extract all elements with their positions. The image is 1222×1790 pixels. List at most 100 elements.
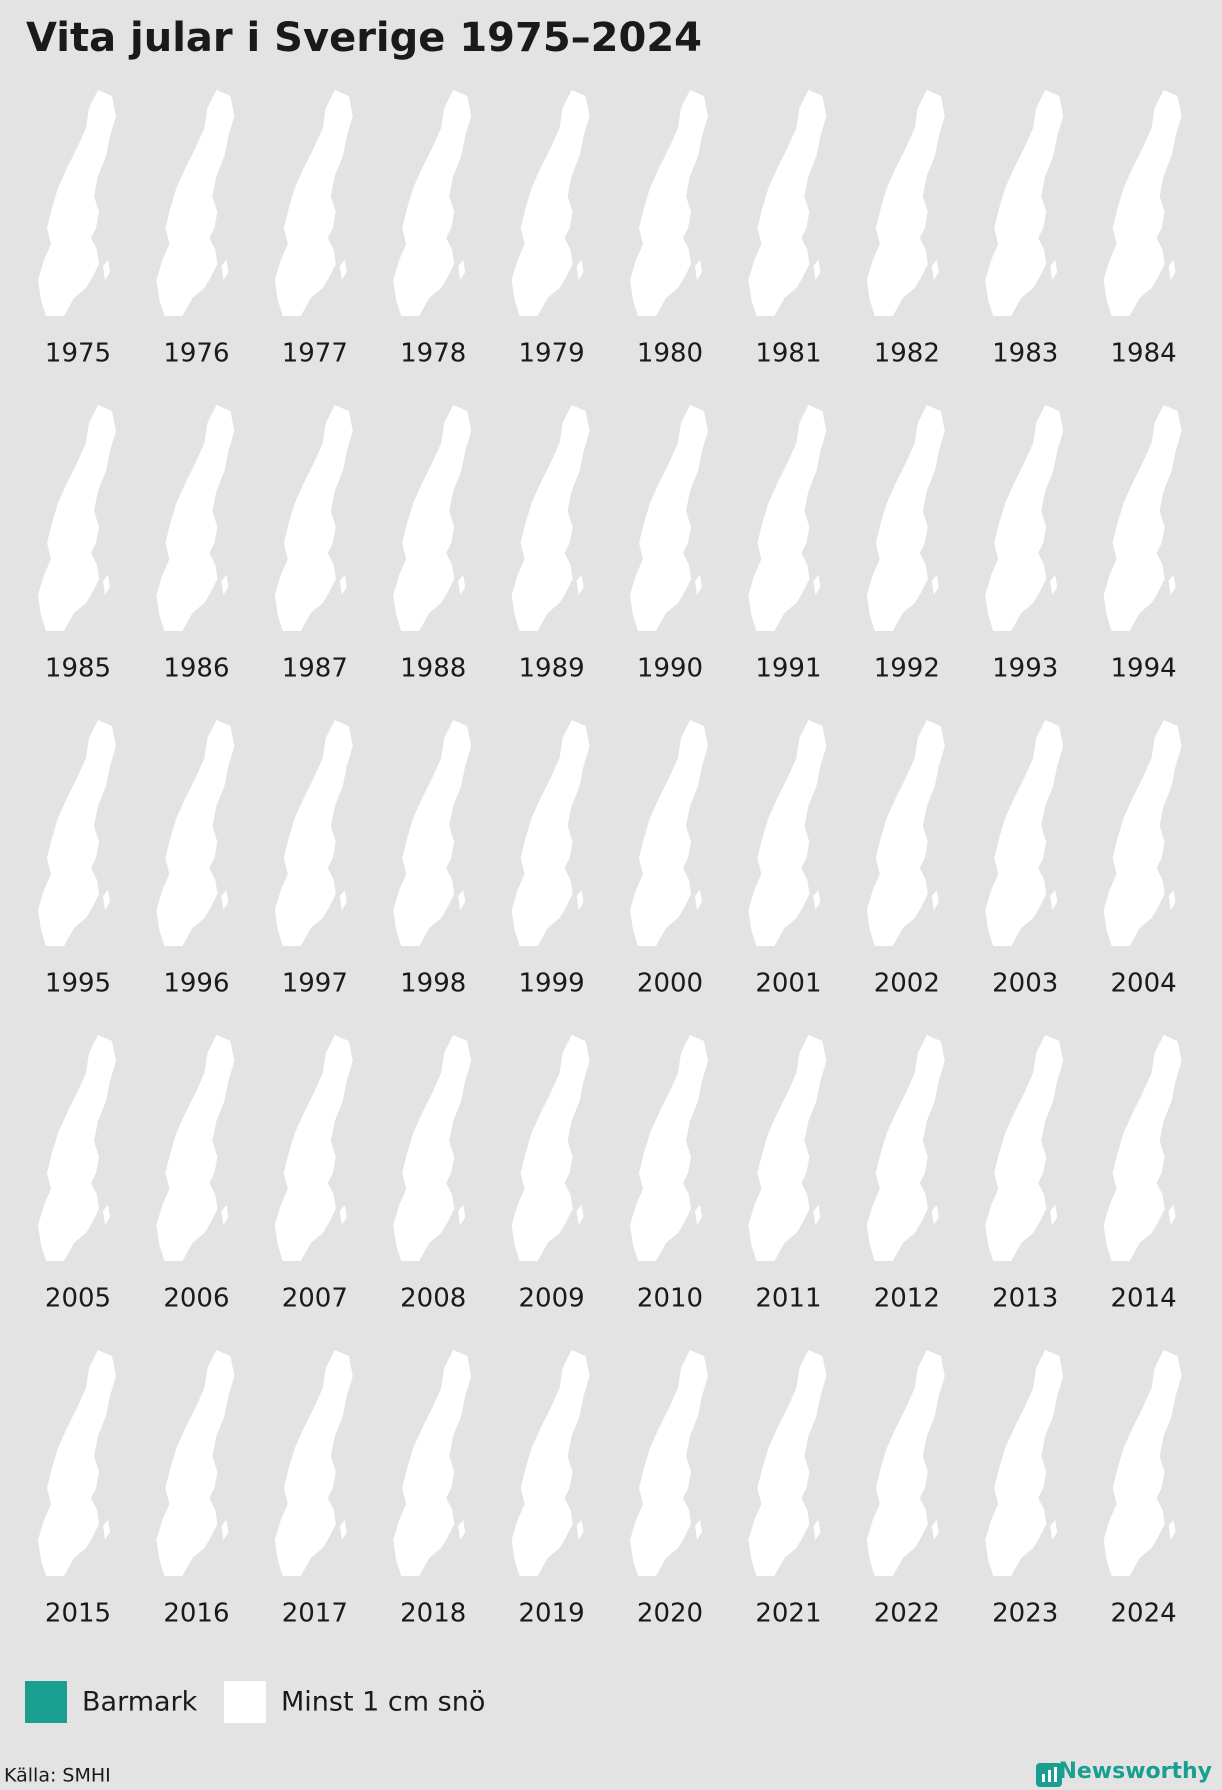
year-label: 2005 bbox=[45, 1284, 111, 1314]
year-label: 2003 bbox=[992, 969, 1058, 999]
sweden-map bbox=[748, 405, 827, 631]
legend-swatch bbox=[224, 1681, 266, 1723]
sweden-map bbox=[985, 405, 1064, 631]
sweden-map bbox=[985, 720, 1064, 946]
year-label: 1995 bbox=[45, 969, 111, 999]
sweden-map bbox=[156, 720, 235, 946]
year-label: 1987 bbox=[282, 654, 348, 684]
year-label: 1996 bbox=[163, 969, 229, 999]
sweden-map bbox=[1103, 1035, 1182, 1261]
sweden-map bbox=[748, 90, 827, 316]
year-label: 2008 bbox=[400, 1284, 466, 1314]
sweden-map bbox=[156, 1350, 235, 1576]
year-label: 2024 bbox=[1111, 1599, 1177, 1629]
sweden-map bbox=[38, 1035, 116, 1261]
sweden-map bbox=[156, 1035, 235, 1261]
brand-icon-bar bbox=[1054, 1767, 1057, 1782]
sweden-map bbox=[630, 720, 708, 946]
year-label: 2004 bbox=[1111, 969, 1177, 999]
sweden-map bbox=[985, 90, 1064, 316]
year-label: 2018 bbox=[400, 1599, 466, 1629]
year-label: 2020 bbox=[637, 1599, 703, 1629]
legend: Barmark Minst 1 cm snö bbox=[25, 1681, 485, 1723]
sweden-map bbox=[866, 90, 945, 316]
year-label: 2012 bbox=[874, 1284, 940, 1314]
sweden-map bbox=[866, 405, 945, 631]
sweden-map bbox=[393, 90, 472, 316]
year-label: 1994 bbox=[1111, 654, 1177, 684]
brand: Newsworthy bbox=[1058, 1759, 1212, 1784]
legend-swatch bbox=[25, 1681, 67, 1723]
sweden-map bbox=[511, 1035, 590, 1261]
year-label: 1981 bbox=[755, 339, 821, 369]
sweden-map bbox=[393, 405, 472, 631]
title: Vita jular i Sverige 1975–2024 bbox=[26, 15, 702, 61]
year-label: 1991 bbox=[755, 654, 821, 684]
brand-logo: Newsworthy bbox=[1036, 1759, 1212, 1787]
sweden-map bbox=[393, 1035, 472, 1261]
sweden-map bbox=[511, 720, 590, 946]
year-label: 2000 bbox=[637, 969, 703, 999]
sweden-map bbox=[630, 1350, 708, 1576]
year-label: 1983 bbox=[992, 339, 1058, 369]
sweden-map bbox=[393, 1350, 472, 1576]
year-label: 2023 bbox=[992, 1599, 1058, 1629]
year-label: 2021 bbox=[755, 1599, 821, 1629]
sweden-map bbox=[1103, 405, 1182, 631]
year-label: 1988 bbox=[400, 654, 466, 684]
year-label: 2014 bbox=[1111, 1284, 1177, 1314]
sweden-map bbox=[511, 405, 590, 631]
year-label: 1980 bbox=[637, 339, 703, 369]
year-label: 1977 bbox=[282, 339, 348, 369]
source: Källa: SMHI bbox=[4, 1765, 111, 1787]
sweden-map bbox=[156, 90, 235, 316]
sweden-map bbox=[38, 1350, 116, 1576]
sweden-map bbox=[274, 1350, 353, 1576]
year-label: 2007 bbox=[282, 1284, 348, 1314]
year-label: 2016 bbox=[163, 1599, 229, 1629]
sweden-map bbox=[38, 90, 116, 316]
year-label: 1998 bbox=[400, 969, 466, 999]
sweden-map bbox=[1103, 720, 1182, 946]
sweden-map bbox=[156, 405, 235, 631]
year-label: 2010 bbox=[637, 1284, 703, 1314]
year-label: 2009 bbox=[519, 1284, 585, 1314]
year-label: 1993 bbox=[992, 654, 1058, 684]
brand-icon-bar bbox=[1048, 1770, 1051, 1782]
sweden-map bbox=[866, 1035, 945, 1261]
sweden-map bbox=[274, 1035, 353, 1261]
map-grid: 1975 1976 1977 1978 1979 1980 1981 1982 1983 1984… bbox=[38, 90, 1182, 1629]
year-label: 1975 bbox=[45, 339, 111, 369]
sweden-map bbox=[274, 90, 353, 316]
year-label: 1986 bbox=[163, 654, 229, 684]
sweden-map bbox=[630, 90, 708, 316]
sweden-map bbox=[38, 720, 116, 946]
year-label: 2019 bbox=[519, 1599, 585, 1629]
year-label: 1992 bbox=[874, 654, 940, 684]
year-label: 1990 bbox=[637, 654, 703, 684]
legend-label: Minst 1 cm snö bbox=[281, 1687, 485, 1718]
year-label: 2022 bbox=[874, 1599, 940, 1629]
sweden-map bbox=[38, 405, 116, 631]
sweden-map bbox=[985, 1350, 1064, 1576]
year-label: 2013 bbox=[992, 1284, 1058, 1314]
sweden-map bbox=[866, 720, 945, 946]
sweden-map bbox=[274, 405, 353, 631]
year-label: 2017 bbox=[282, 1599, 348, 1629]
year-label: 1989 bbox=[519, 654, 585, 684]
sweden-map bbox=[985, 1035, 1064, 1261]
sweden-map bbox=[1103, 90, 1182, 316]
year-label: 1997 bbox=[282, 969, 348, 999]
year-label: 1984 bbox=[1111, 339, 1177, 369]
year-label: 2015 bbox=[45, 1599, 111, 1629]
brand-icon-bar bbox=[1042, 1774, 1045, 1782]
sweden-map bbox=[630, 1035, 708, 1261]
year-label: 1976 bbox=[163, 339, 229, 369]
sweden-map bbox=[630, 405, 708, 631]
sweden-map bbox=[748, 720, 827, 946]
year-label: 1999 bbox=[519, 969, 585, 999]
year-label: 2006 bbox=[163, 1284, 229, 1314]
year-label: 1982 bbox=[874, 339, 940, 369]
sweden-map bbox=[748, 1350, 827, 1576]
